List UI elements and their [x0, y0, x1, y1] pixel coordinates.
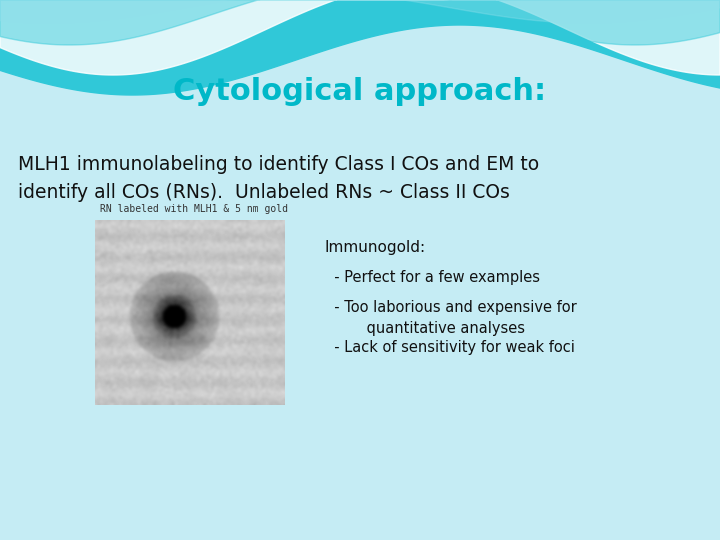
Text: - Lack of sensitivity for weak foci: - Lack of sensitivity for weak foci: [325, 340, 575, 355]
Text: RN labeled with MLH1 & 5 nm gold: RN labeled with MLH1 & 5 nm gold: [100, 204, 288, 214]
Text: - Perfect for a few examples: - Perfect for a few examples: [325, 270, 540, 285]
Text: Cytological approach:: Cytological approach:: [174, 78, 546, 106]
Text: MLH1 immunolabeling to identify Class I COs and EM to: MLH1 immunolabeling to identify Class I …: [18, 156, 539, 174]
Text: Immunogold:: Immunogold:: [325, 240, 426, 255]
Text: identify all COs (RNs).  Unlabeled RNs ~ Class II COs: identify all COs (RNs). Unlabeled RNs ~ …: [18, 183, 510, 201]
Text: - Too laborious and expensive for
         quantitative analyses: - Too laborious and expensive for quanti…: [325, 300, 577, 336]
